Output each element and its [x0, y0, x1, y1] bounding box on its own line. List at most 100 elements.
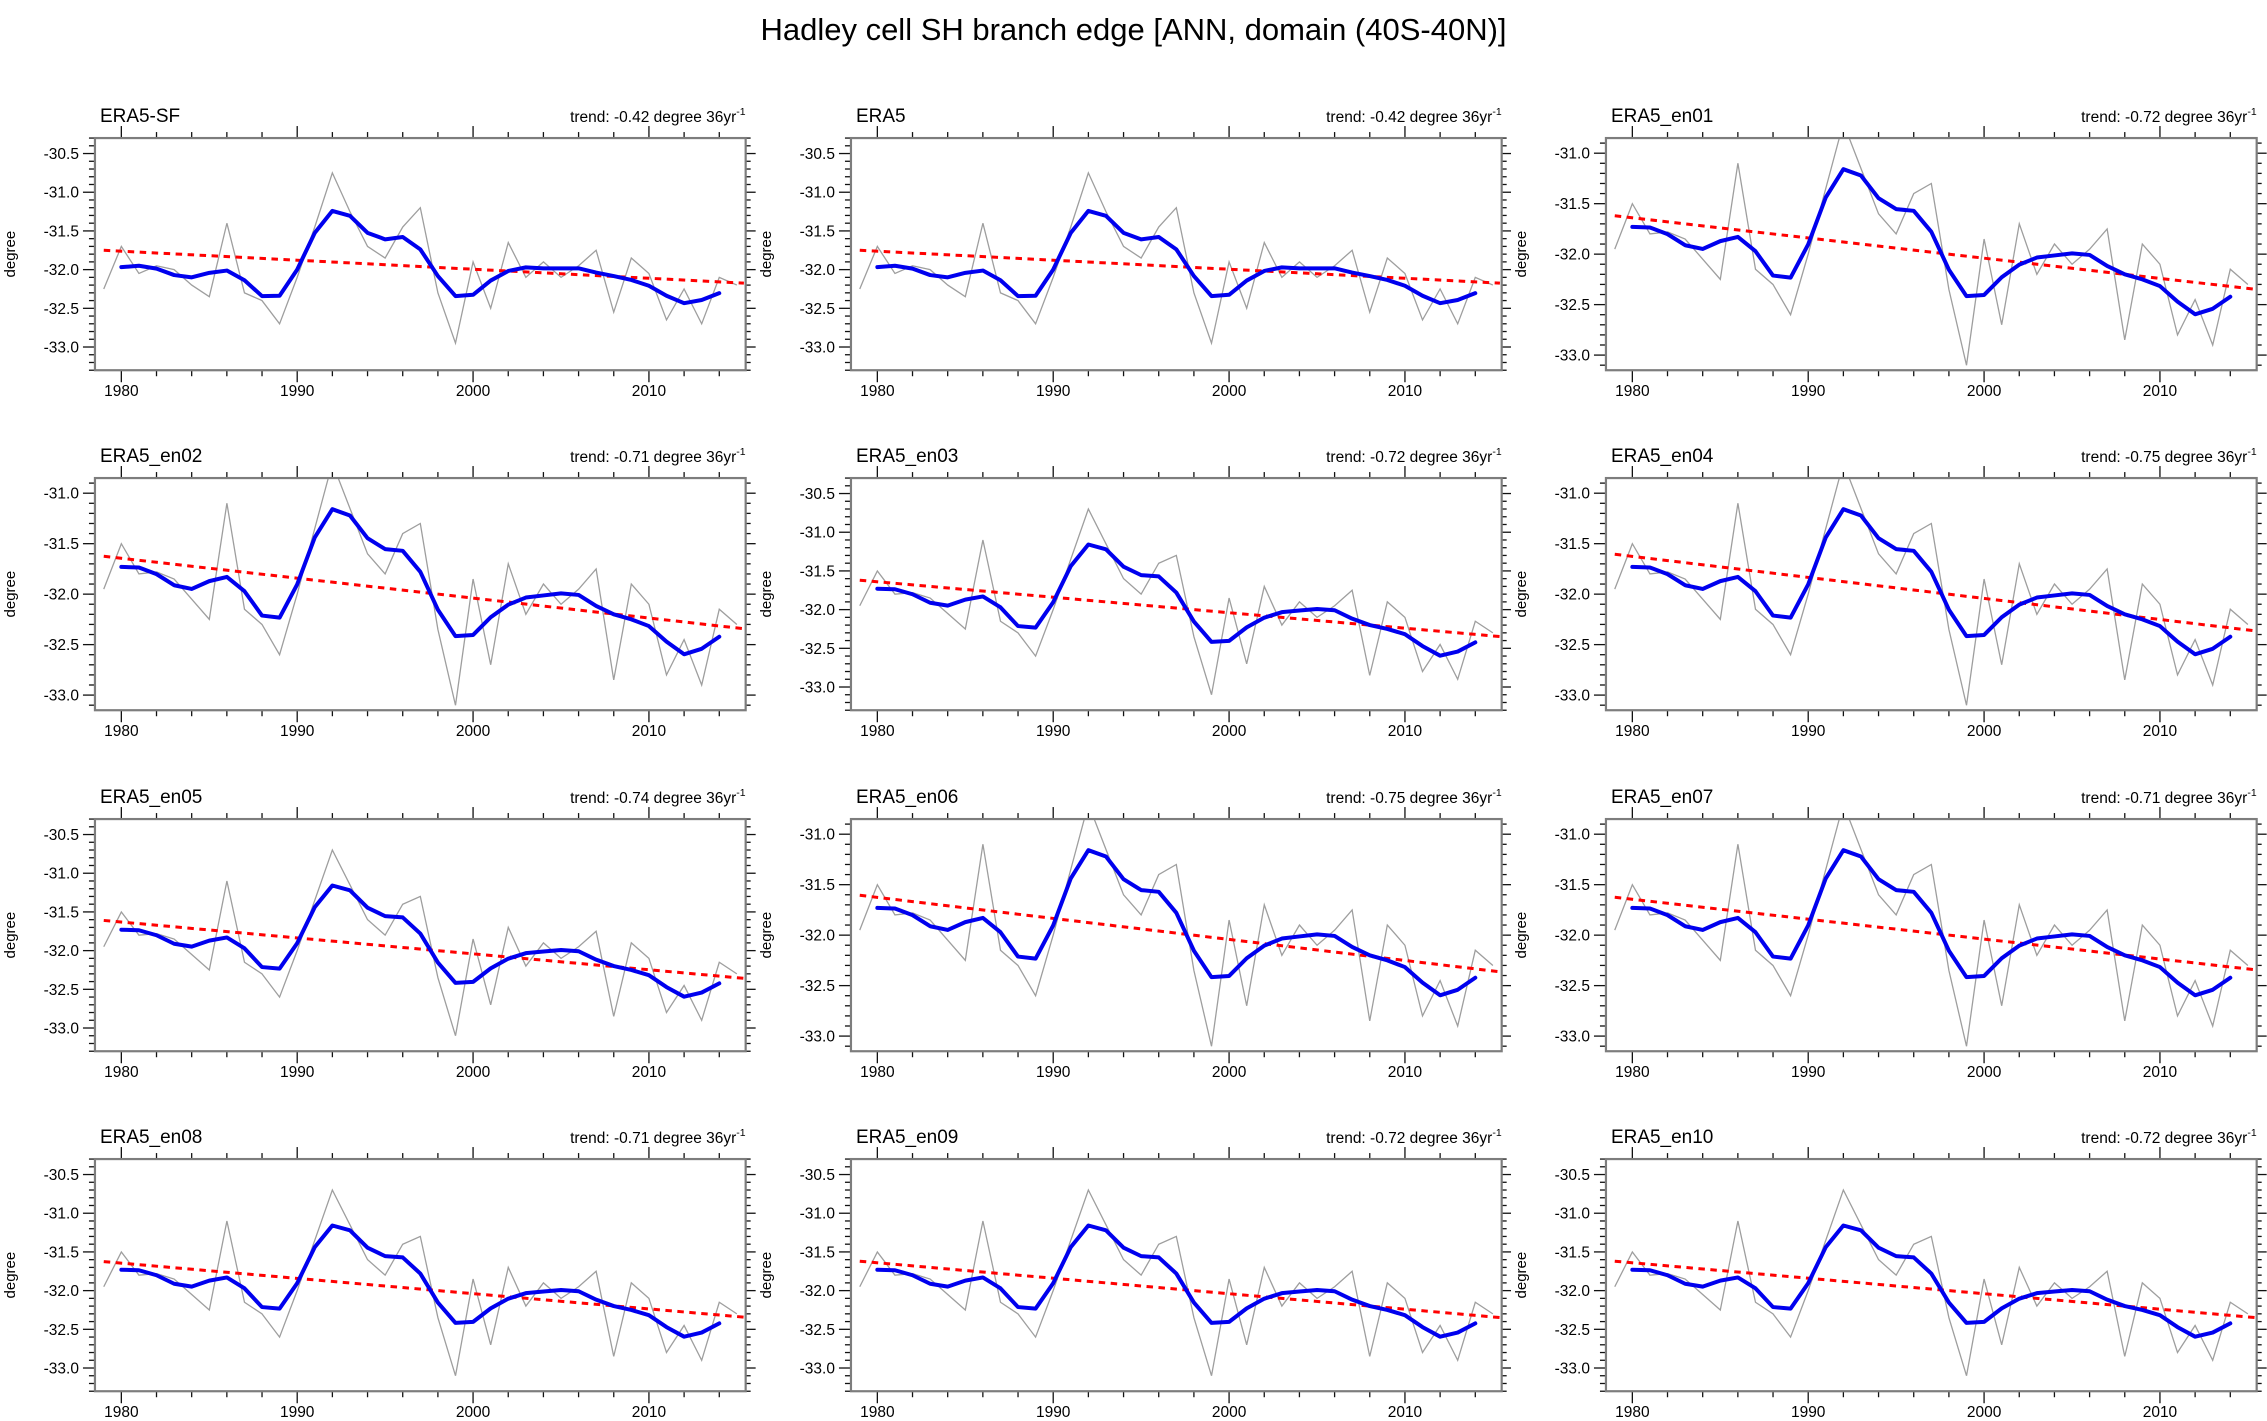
- x-tick-label: 2000: [1212, 1064, 1247, 1081]
- x-tick-label: 2010: [1387, 383, 1422, 400]
- panel-title: ERA5_en04: [1611, 446, 1714, 467]
- x-tick-label: 2000: [456, 1064, 491, 1081]
- panel-title: ERA5_en07: [1611, 787, 1713, 808]
- x-tick-label: 1990: [280, 1404, 315, 1421]
- y-tick-label: -32.0: [1555, 1283, 1591, 1300]
- trend-line: [103, 918, 745, 980]
- x-tick-label: 2000: [1967, 383, 2002, 400]
- trend-annotation: trend: -0.75 degree 36yr-1: [1326, 787, 1502, 807]
- panel-era5-sf: ERA5-SF trend: -0.42 degree 36yr-1 1980 199…: [0, 60, 756, 400]
- y-tick-label: -30.5: [799, 1167, 834, 1184]
- x-tick-label: 1990: [280, 383, 315, 400]
- y-tick-label: -30.5: [44, 1167, 79, 1184]
- chart-canvas: ERA5_en09 trend: -0.72 degree 36yr-1 1980 1…: [758, 1127, 1512, 1421]
- x-tick-label: 1980: [1615, 1064, 1650, 1081]
- panel-era5-en09: ERA5_en09 trend: -0.72 degree 36yr-1 1980 1…: [756, 1081, 1512, 1421]
- y-tick-label: -31.0: [799, 525, 835, 542]
- trend-line: [1614, 895, 2256, 971]
- x-tick-label: 1990: [1791, 383, 1826, 400]
- x-tick-label: 1990: [1791, 723, 1826, 740]
- x-tick-label: 2000: [1967, 723, 2002, 740]
- chart-canvas: ERA5_en05 trend: -0.74 degree 36yr-1 1980 1…: [2, 787, 756, 1081]
- y-tick-label: -32.5: [44, 301, 79, 318]
- y-tick-label: -32.5: [799, 1322, 834, 1339]
- chart-canvas: ERA5_en02 trend: -0.71 degree 36yr-1 1980 1…: [2, 446, 756, 740]
- y-tick-label: -31.5: [1555, 536, 1590, 553]
- trend-annotation: trend: -0.72 degree 36yr-1: [1326, 1127, 1502, 1147]
- x-tick-label: 2010: [1387, 723, 1422, 740]
- y-axis-title: degree: [2, 1252, 19, 1299]
- chart-canvas: ERA5_en03 trend: -0.72 degree 36yr-1 1980 1…: [758, 446, 1512, 740]
- panel-title: ERA5_en01: [1611, 106, 1713, 127]
- trend-line: [1614, 1259, 2256, 1319]
- panel-era5-en04: ERA5_en04 trend: -0.75 degree 36yr-1 1980 1…: [1511, 400, 2267, 740]
- y-tick-label: -31.0: [1555, 826, 1591, 843]
- x-tick-label: 1980: [104, 1404, 139, 1421]
- y-tick-label: -31.0: [799, 185, 835, 202]
- x-tick-label: 1980: [860, 1404, 895, 1421]
- x-tick-label: 2010: [2143, 383, 2178, 400]
- y-tick-label: -32.0: [799, 262, 835, 279]
- y-tick-label: -32.5: [44, 637, 79, 654]
- x-tick-label: 1980: [104, 1064, 139, 1081]
- panel-era5: ERA5 trend: -0.42 degree 36yr-1 1980 1990 20…: [756, 60, 1512, 400]
- chart-canvas: ERA5-SF trend: -0.42 degree 36yr-1 1980 199…: [2, 106, 756, 400]
- y-tick-label: -33.0: [44, 688, 80, 705]
- trend-annotation: trend: -0.71 degree 36yr-1: [570, 446, 746, 466]
- panel-title: ERA5: [856, 106, 906, 127]
- y-tick-label: -32.5: [1555, 637, 1590, 654]
- y-axis-title: degree: [758, 1252, 775, 1299]
- y-tick-label: -31.5: [1555, 196, 1590, 213]
- y-tick-label: -33.0: [1555, 688, 1591, 705]
- y-tick-label: -33.0: [1555, 1028, 1591, 1045]
- annual-line: [1614, 478, 2249, 706]
- y-axis-ticks: [1594, 482, 2267, 707]
- x-tick-label: 2010: [2143, 1404, 2178, 1421]
- y-axis-title: degree: [758, 231, 775, 278]
- y-tick-label: -32.0: [799, 602, 835, 619]
- annual-line: [858, 1188, 1493, 1376]
- y-tick-label: -31.0: [44, 185, 80, 202]
- y-axis-ticks: [838, 822, 1512, 1047]
- x-tick-label: 1990: [1791, 1064, 1826, 1081]
- y-axis-ticks: [82, 482, 756, 707]
- chart-canvas: ERA5_en01 trend: -0.72 degree 36yr-1 1980 1…: [1513, 106, 2267, 400]
- x-tick-label: 1980: [1615, 1404, 1650, 1421]
- x-tick-label: 2000: [1212, 1404, 1247, 1421]
- y-tick-label: -31.0: [799, 826, 835, 843]
- panel-era5-en07: ERA5_en07 trend: -0.71 degree 36yr-1 1980 1…: [1511, 741, 2267, 1081]
- y-tick-label: -33.0: [1555, 1360, 1591, 1377]
- smoothed-line: [875, 208, 1477, 306]
- plot-frame: [1605, 1157, 2259, 1393]
- x-tick-label: 1980: [1615, 383, 1650, 400]
- x-tick-label: 2000: [1212, 383, 1247, 400]
- y-tick-label: -32.0: [44, 587, 80, 604]
- y-tick-label: -30.5: [799, 146, 834, 163]
- y-axis-title: degree: [1513, 1252, 1530, 1299]
- y-tick-label: -31.5: [44, 223, 79, 240]
- y-tick-label: -32.0: [799, 927, 835, 944]
- x-tick-label: 2010: [632, 1404, 667, 1421]
- x-tick-label: 1980: [104, 723, 139, 740]
- y-axis-title: degree: [1513, 231, 1530, 278]
- smoothed-line: [1630, 167, 2233, 317]
- panel-era5-en02: ERA5_en02 trend: -0.71 degree 36yr-1 1980 1…: [0, 400, 756, 740]
- y-tick-label: -31.0: [1555, 146, 1591, 163]
- y-tick-label: -31.5: [1555, 877, 1590, 894]
- y-tick-label: -32.0: [44, 1283, 80, 1300]
- trend-annotation: trend: -0.72 degree 36yr-1: [1326, 446, 1502, 466]
- y-axis-title: degree: [758, 571, 775, 618]
- smoothed-line: [119, 507, 722, 657]
- y-axis-ticks: [1594, 142, 2267, 366]
- panels-grid: ERA5-SF trend: -0.42 degree 36yr-1 1980 199…: [0, 60, 2267, 1421]
- smoothed-line: [1630, 1223, 2233, 1339]
- y-axis-ticks: [838, 137, 1512, 371]
- y-tick-label: -31.5: [1555, 1244, 1590, 1261]
- x-axis-ticks: [876, 126, 1476, 383]
- plot-frame: [93, 817, 747, 1052]
- y-axis-ticks: [82, 137, 756, 371]
- trend-line: [859, 248, 1500, 285]
- x-tick-label: 1990: [280, 723, 315, 740]
- y-tick-label: -32.5: [799, 301, 834, 318]
- x-tick-label: 1990: [1036, 1064, 1071, 1081]
